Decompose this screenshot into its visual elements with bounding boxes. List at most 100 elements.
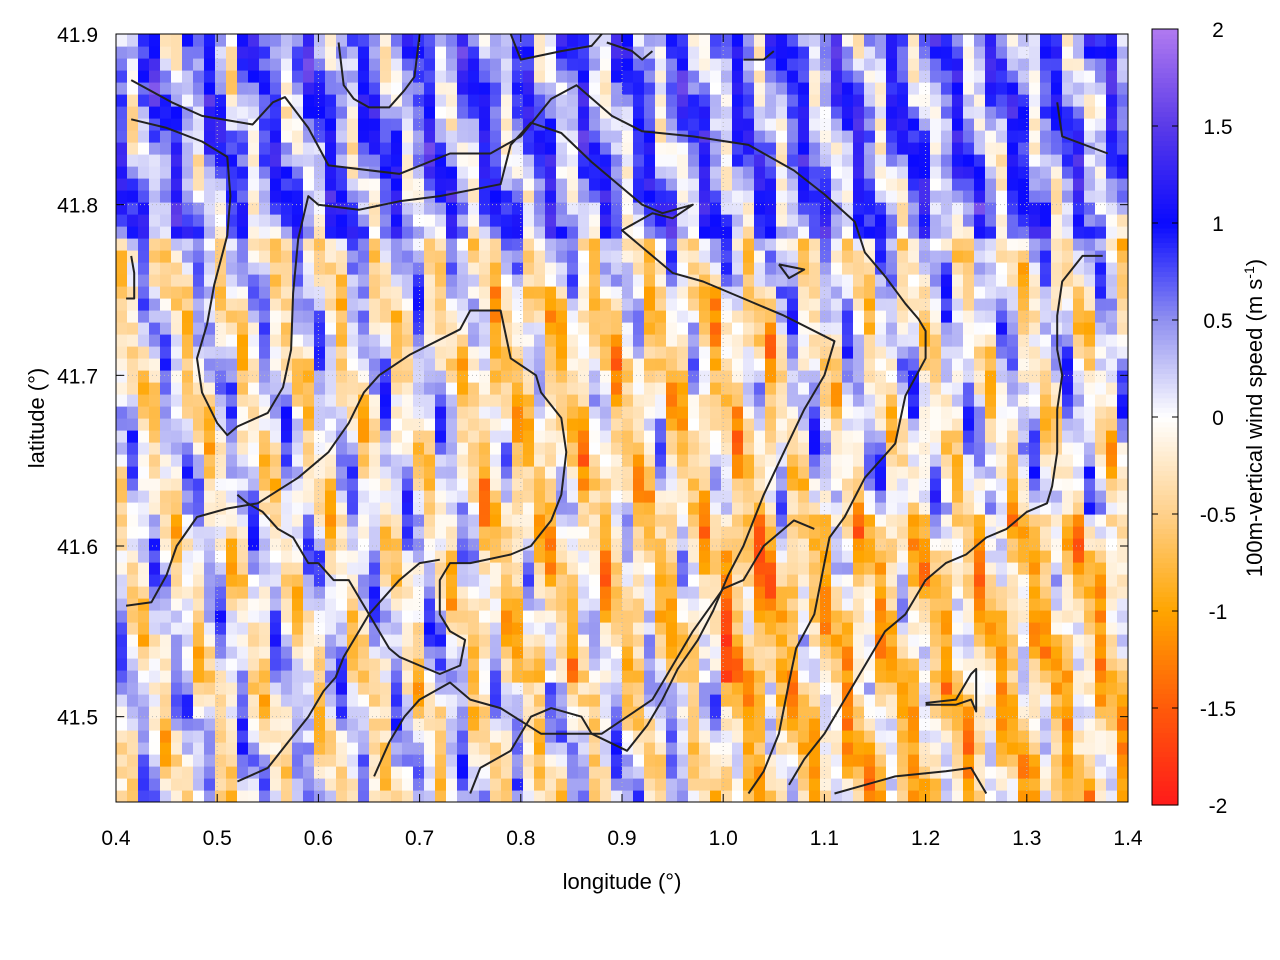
heatmap-cell	[743, 298, 755, 311]
heatmap-cell	[402, 274, 414, 287]
heatmap-cell	[699, 70, 711, 83]
heatmap-cell	[765, 94, 777, 107]
heatmap-cell	[523, 406, 535, 419]
heatmap-cell	[732, 70, 744, 83]
heatmap-cell	[435, 490, 447, 503]
heatmap-cell	[215, 526, 227, 539]
heatmap-cell	[886, 718, 898, 731]
heatmap-cell	[501, 622, 513, 635]
heatmap-cell	[237, 574, 249, 587]
heatmap-cell	[127, 346, 139, 359]
heatmap-cell	[468, 514, 480, 527]
heatmap-cell	[116, 394, 128, 407]
heatmap-cell	[160, 226, 172, 239]
heatmap-cell	[699, 514, 711, 527]
heatmap-cell	[820, 478, 832, 491]
heatmap-cell	[446, 598, 458, 611]
heatmap-cell	[875, 670, 887, 683]
heatmap-cell	[127, 730, 139, 743]
heatmap-cell	[567, 706, 579, 719]
heatmap-cell	[490, 334, 502, 347]
heatmap-cell	[259, 334, 271, 347]
heatmap-cell	[919, 694, 931, 707]
heatmap-cell	[886, 682, 898, 695]
heatmap-cell	[754, 370, 766, 383]
heatmap-cell	[864, 370, 876, 383]
heatmap-cell	[732, 574, 744, 587]
heatmap-cell	[952, 466, 964, 479]
heatmap-cell	[259, 82, 271, 95]
heatmap-cell	[204, 214, 216, 227]
heatmap-cell	[721, 490, 733, 503]
heatmap-cell	[677, 334, 689, 347]
heatmap-cell	[732, 730, 744, 743]
heatmap-cell	[930, 718, 942, 731]
heatmap-cell	[743, 418, 755, 431]
heatmap-cell	[226, 526, 238, 539]
heatmap-cell	[699, 490, 711, 503]
heatmap-cell	[545, 754, 557, 767]
heatmap-cell	[281, 274, 293, 287]
heatmap-cell	[292, 94, 304, 107]
heatmap-cell	[435, 478, 447, 491]
heatmap-cell	[347, 130, 359, 143]
heatmap-cell	[127, 70, 139, 83]
heatmap-cell	[259, 250, 271, 263]
heatmap-cell	[897, 202, 909, 215]
heatmap-cell	[237, 34, 249, 47]
heatmap-cell	[281, 382, 293, 395]
heatmap-cell	[677, 454, 689, 467]
heatmap-cell	[358, 310, 370, 323]
heatmap-cell	[919, 682, 931, 695]
heatmap-cell	[402, 262, 414, 275]
heatmap-cell	[226, 694, 238, 707]
heatmap-cell	[688, 682, 700, 695]
heatmap-cell	[787, 310, 799, 323]
heatmap-cell	[259, 646, 271, 659]
heatmap-cell	[380, 430, 392, 443]
heatmap-cell	[380, 646, 392, 659]
heatmap-cell	[182, 682, 194, 695]
heatmap-cell	[347, 598, 359, 611]
heatmap-cell	[611, 682, 623, 695]
heatmap-cell	[512, 58, 524, 71]
heatmap-cell	[391, 46, 403, 59]
heatmap-cell	[369, 742, 381, 755]
heatmap-cell	[116, 190, 128, 203]
heatmap-cell	[622, 166, 634, 179]
heatmap-cell	[402, 250, 414, 263]
heatmap-cell	[303, 442, 315, 455]
heatmap-cell	[567, 526, 579, 539]
heatmap-cell	[732, 622, 744, 635]
heatmap-cell	[457, 190, 469, 203]
heatmap-cell	[204, 586, 216, 599]
heatmap-cell	[897, 142, 909, 155]
heatmap-cell	[182, 730, 194, 743]
heatmap-cell	[413, 166, 425, 179]
heatmap-cell	[171, 730, 183, 743]
heatmap-cell	[226, 598, 238, 611]
heatmap-cell	[248, 730, 260, 743]
heatmap-cell	[765, 262, 777, 275]
heatmap-cell	[578, 562, 590, 575]
heatmap-cell	[633, 478, 645, 491]
heatmap-cell	[666, 106, 678, 119]
heatmap-cell	[314, 418, 326, 431]
heatmap-cell	[204, 166, 216, 179]
heatmap-cell	[809, 202, 821, 215]
heatmap-cell	[303, 574, 315, 587]
heatmap-cell	[864, 598, 876, 611]
heatmap-cell	[149, 142, 161, 155]
heatmap-cell	[435, 706, 447, 719]
heatmap-cell	[237, 790, 249, 802]
heatmap-cell	[435, 382, 447, 395]
heatmap-cell	[732, 322, 744, 335]
heatmap-cell	[413, 562, 425, 575]
heatmap-cell	[732, 694, 744, 707]
heatmap-cell	[281, 526, 293, 539]
heatmap-cell	[589, 742, 601, 755]
heatmap-cell	[545, 418, 557, 431]
heatmap-cell	[534, 58, 546, 71]
heatmap-cell	[699, 610, 711, 623]
heatmap-cell	[369, 454, 381, 467]
